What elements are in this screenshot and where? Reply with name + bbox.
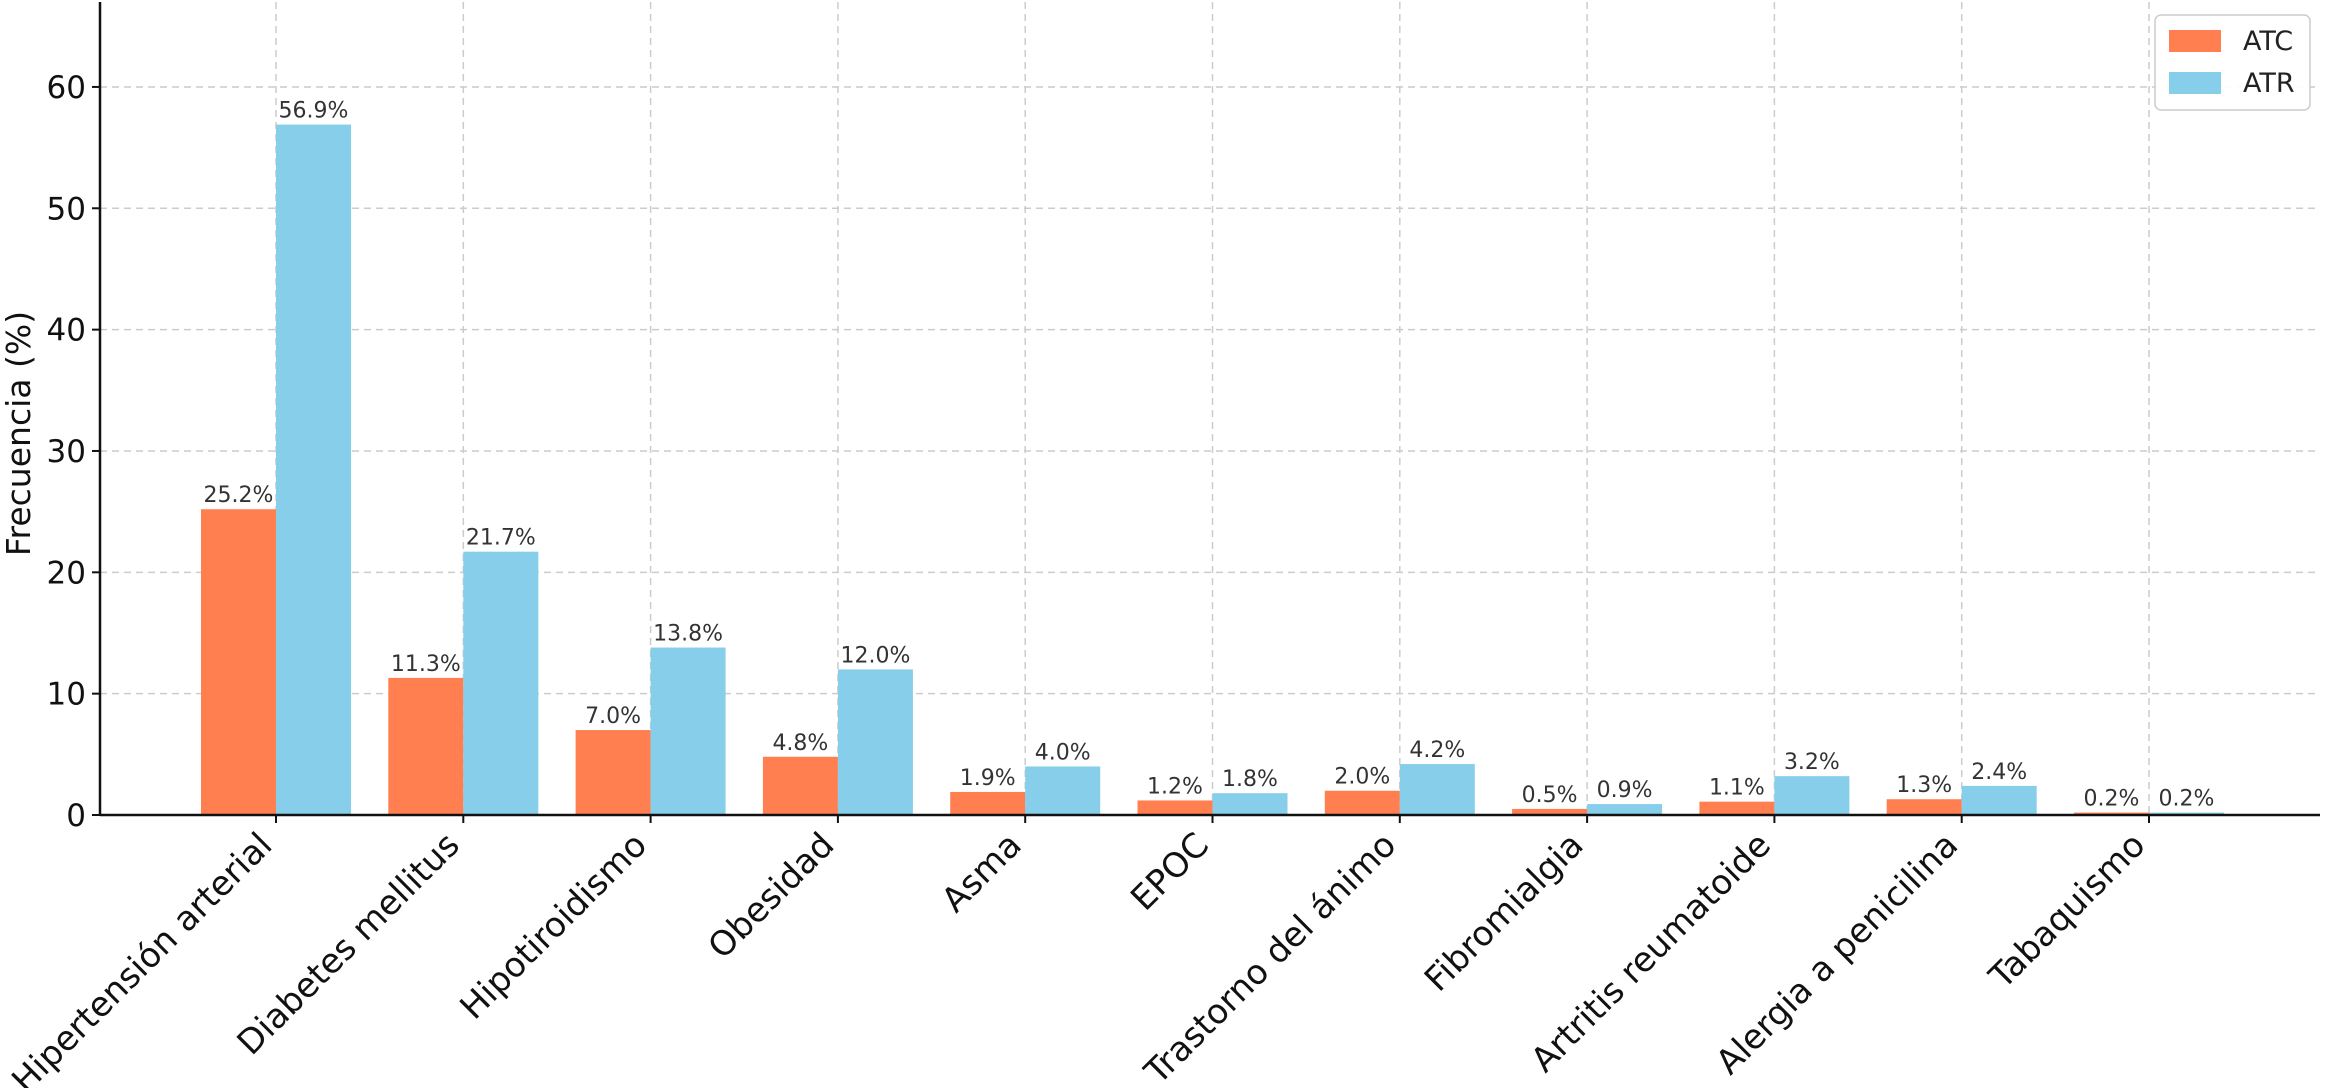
data-label-atc: 0.2% (2084, 787, 2140, 812)
data-label-atc: 4.8% (772, 731, 828, 756)
bar-atr (650, 647, 726, 815)
bar-atc (201, 509, 276, 815)
data-label-atr: 12.0% (840, 643, 910, 668)
legend-label-atc: ATC (2243, 26, 2293, 57)
y-tick-label: 10 (47, 677, 86, 713)
data-label-atc: 1.1% (1709, 776, 1765, 801)
data-labels: 25.2% 56.9% 11.3% 21.7% 7.0% 13.8% 4.8% 12.0% 1.… (204, 99, 2215, 812)
data-label-atr: 21.7% (466, 526, 536, 551)
data-label-atr: 0.9% (1597, 778, 1653, 803)
data-label-atr: 3.2% (1784, 750, 1840, 775)
legend-label-atr: ATR (2243, 68, 2295, 99)
bar-atc (1699, 801, 1775, 815)
data-label-atr: 0.2% (2159, 787, 2215, 812)
data-label-atr: 56.9% (279, 99, 349, 124)
y-tick-label: 0 (66, 798, 86, 834)
data-label-atc: 1.9% (960, 766, 1016, 791)
data-label-atc: 11.3% (391, 652, 461, 677)
data-label-atr: 4.0% (1035, 740, 1091, 765)
bar-atr (463, 551, 539, 815)
bar-atr (1399, 764, 1475, 815)
data-label-atc: 2.0% (1334, 765, 1390, 790)
bar-atr (837, 669, 913, 815)
bar-atc (950, 791, 1026, 815)
x-tick-label: EPOC (1123, 825, 1217, 919)
axes (92, 2, 2320, 823)
data-label-atc: 1.3% (1896, 773, 1952, 798)
data-label-atc: 7.0% (585, 704, 641, 729)
bar-atr (276, 124, 351, 816)
bar-atc (575, 730, 651, 815)
bar-atc (1886, 799, 1962, 815)
y-tick-label: 30 (47, 434, 86, 470)
bar-atr (1774, 776, 1850, 815)
bar-atc (1512, 808, 1588, 815)
bar-atc (762, 756, 838, 815)
bar-atr (1587, 804, 1663, 815)
bar-atc (388, 677, 464, 815)
data-label-atc: 0.5% (1522, 783, 1578, 808)
y-tick-label: 40 (47, 313, 86, 349)
data-label-atr: 4.2% (1409, 738, 1465, 763)
data-label-atc: 1.2% (1147, 774, 1203, 799)
bar-atc (1324, 790, 1400, 815)
x-tick-label: Asma (934, 825, 1029, 920)
data-label-atr: 2.4% (1971, 760, 2027, 785)
bar-atr (1025, 766, 1101, 815)
y-tick-label: 50 (47, 191, 86, 227)
y-tick-label: 20 (47, 555, 86, 591)
y-tick-label: 60 (47, 70, 86, 106)
x-tick-label: Tabaquismo (1981, 825, 2153, 997)
data-label-atc: 25.2% (204, 483, 274, 508)
bar-atr (1961, 785, 2037, 815)
data-label-atr: 1.8% (1222, 767, 1278, 792)
bar-atr (1212, 793, 1288, 815)
x-tick-label: Fibromialgia (1417, 825, 1592, 1000)
x-tick-label: Hipotiroidismo (452, 825, 654, 1027)
legend-swatch-atr (2169, 72, 2221, 94)
data-label-atr: 13.8% (653, 622, 723, 647)
y-axis-title: Frecuencia (%) (0, 311, 38, 556)
x-tick-label: Hipertensión arterial (4, 825, 280, 1088)
bar-atc (1137, 800, 1213, 815)
x-tick-label: Obesidad (701, 825, 843, 967)
legend: ATC ATR (2154, 14, 2311, 111)
legend-swatch-atc (2169, 30, 2221, 52)
bars (201, 124, 2224, 816)
